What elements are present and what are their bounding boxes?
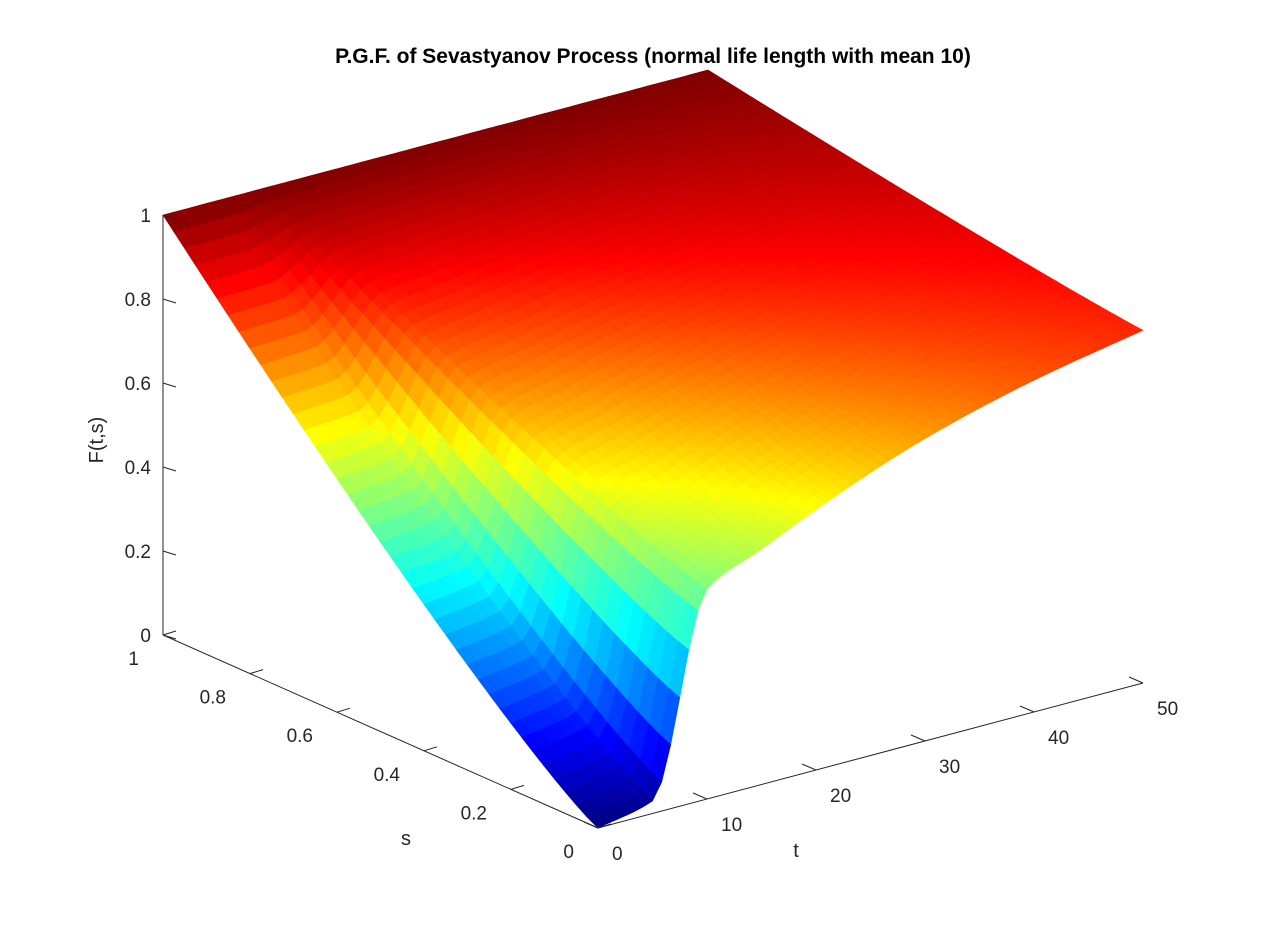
x-tick-label: 10	[721, 815, 742, 836]
y-tick-mark	[423, 746, 438, 752]
y-tick-mark	[336, 707, 351, 713]
y-axis-label: s	[401, 828, 411, 850]
z-tick-mark	[162, 214, 177, 220]
z-tick-mark	[162, 550, 177, 556]
y-tick-label: 0.4	[374, 765, 401, 786]
z-tick-mark	[162, 634, 177, 640]
chart-title: P.G.F. of Sevastyanov Process (normal li…	[335, 45, 971, 68]
x-tick-label: 30	[939, 757, 960, 778]
z-tick-mark	[162, 298, 177, 304]
y-tick-label: 0	[563, 842, 574, 863]
z-tick-label: 0.8	[125, 290, 151, 311]
x-tick-mark	[801, 763, 817, 771]
z-tick-label: 0	[140, 626, 151, 647]
z-tick-label: 1	[140, 206, 151, 227]
y-tick-mark	[249, 669, 264, 675]
surface-cell	[586, 812, 608, 829]
z-tick-label: 0.4	[125, 458, 152, 479]
y-axis-line	[162, 634, 599, 829]
x-tick-mark	[1019, 705, 1035, 713]
y-tick-mark	[510, 784, 525, 790]
x-tick-mark	[910, 734, 926, 742]
y-tick-label: 1	[128, 649, 139, 670]
z-tick-label: 0.6	[125, 374, 151, 395]
x-axis-label: t	[793, 840, 799, 862]
y-tick-label: 0.8	[200, 688, 226, 709]
x-tick-mark	[1128, 676, 1144, 684]
z-tick-mark	[162, 382, 177, 388]
x-tick-label: 50	[1157, 699, 1178, 720]
x-tick-label: 40	[1048, 728, 1069, 749]
x-tick-mark	[692, 792, 708, 800]
x-tick-label: 0	[612, 844, 623, 865]
surface-mesh	[162, 69, 1144, 829]
y-tick-mark	[162, 630, 177, 636]
z-tick-label: 0.2	[125, 542, 151, 563]
y-tick-label: 0.2	[461, 803, 487, 824]
y-tick-label: 0.6	[287, 726, 313, 747]
z-tick-mark	[162, 466, 177, 472]
y-tick-mark	[597, 823, 612, 829]
x-tick-label: 20	[830, 786, 851, 807]
z-axis-label: F(t,s)	[86, 417, 108, 464]
x-axis-line	[597, 682, 1144, 829]
